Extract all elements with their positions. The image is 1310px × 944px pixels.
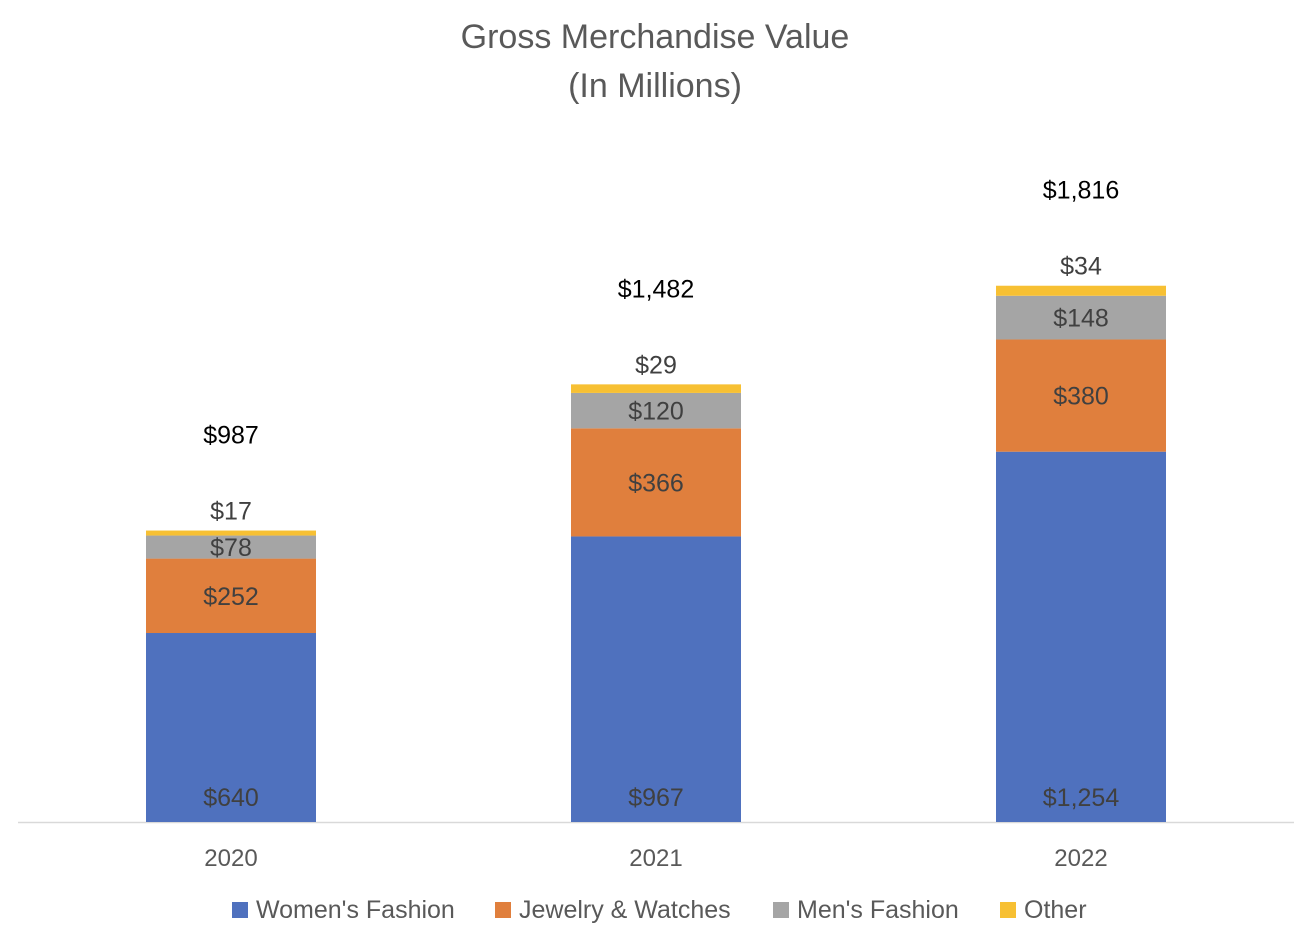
- total-label-2022: $1,816: [1043, 177, 1119, 205]
- data-label-women-s-fashion-2021: $967: [628, 784, 684, 812]
- bars-layer: [146, 285, 1166, 822]
- bar-segment-men-s-fashion-2021: [571, 392, 741, 429]
- data-label-men-s-fashion-2020: $78: [210, 534, 252, 562]
- data-label-women-s-fashion-2022: $1,254: [1043, 784, 1120, 812]
- legend: Women's Fashion Jewelry & Watches Men's Fa…: [232, 896, 1087, 924]
- total-label-2020: $987: [203, 422, 259, 450]
- x-tick-label-2022: 2022: [1054, 845, 1107, 872]
- legend-label-men-s-fashion: Men's Fashion: [797, 896, 959, 924]
- bar-segment-other-2022: [996, 285, 1166, 296]
- bar-segment-jewelry-watches-2021: [571, 428, 741, 537]
- bar-segment-women-s-fashion-2020: [146, 633, 316, 822]
- bar-segment-other-2021: [571, 384, 741, 393]
- legend-swatch-women-s-fashion: [232, 902, 248, 918]
- data-label-women-s-fashion-2020: $640: [203, 784, 259, 812]
- bar-segment-men-s-fashion-2020: [146, 535, 316, 559]
- legend-label-jewelry-watches: Jewelry & Watches: [519, 896, 731, 924]
- data-label-jewelry-watches-2022: $380: [1053, 383, 1109, 411]
- total-label-2021: $1,482: [618, 275, 694, 303]
- data-label-men-s-fashion-2022: $148: [1053, 305, 1109, 333]
- data-label-other-2021: $29: [635, 351, 677, 379]
- data-labels-layer: $640 $252 $78 $17 $987 $967 $366 $120 $29 $1,482 $…: [203, 177, 1119, 812]
- chart-subtitle: (In Millions): [568, 67, 742, 105]
- bar-segment-other-2020: [146, 530, 316, 536]
- data-label-jewelry-watches-2021: $366: [628, 469, 684, 497]
- x-tick-labels: 2020 2021 2022: [204, 845, 1107, 872]
- data-label-men-s-fashion-2021: $120: [628, 398, 684, 426]
- data-label-other-2020: $17: [210, 498, 252, 526]
- x-tick-label-2020: 2020: [204, 845, 257, 872]
- legend-label-other: Other: [1024, 896, 1087, 924]
- data-label-jewelry-watches-2020: $252: [203, 583, 259, 611]
- legend-label-women-s-fashion: Women's Fashion: [256, 896, 455, 924]
- legend-swatch-jewelry-watches: [495, 902, 511, 918]
- legend-swatch-men-s-fashion: [773, 902, 789, 918]
- bar-segment-women-s-fashion-2022: [996, 451, 1166, 822]
- bar-segment-jewelry-watches-2020: [146, 558, 316, 634]
- bar-segment-men-s-fashion-2022: [996, 295, 1166, 340]
- data-label-other-2022: $34: [1060, 253, 1102, 281]
- x-tick-label-2021: 2021: [629, 845, 682, 872]
- bar-segment-jewelry-watches-2022: [996, 339, 1166, 452]
- legend-swatch-other: [1000, 902, 1016, 918]
- bar-segment-women-s-fashion-2021: [571, 536, 741, 822]
- chart-title: Gross Merchandise Value: [461, 18, 850, 56]
